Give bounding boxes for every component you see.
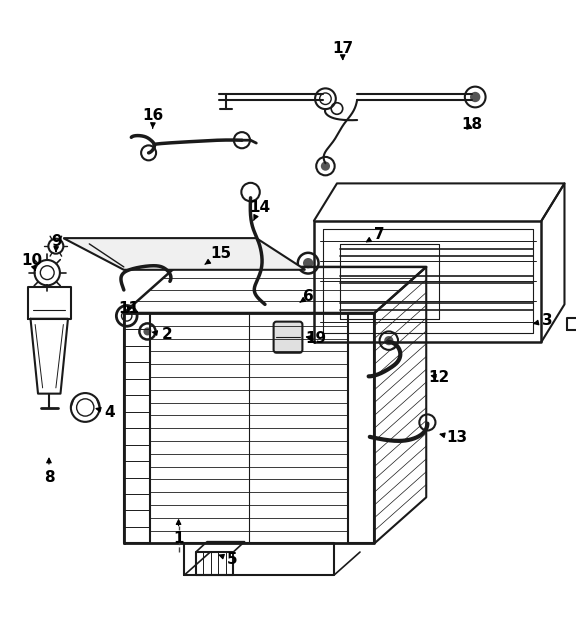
- Text: 13: 13: [440, 431, 467, 446]
- Circle shape: [470, 92, 480, 102]
- Circle shape: [321, 162, 330, 171]
- Text: 14: 14: [249, 200, 270, 220]
- Text: 5: 5: [219, 552, 237, 567]
- Text: 1: 1: [173, 520, 184, 546]
- Text: 4: 4: [96, 404, 115, 419]
- Polygon shape: [63, 238, 305, 270]
- Text: 19: 19: [305, 331, 326, 346]
- FancyBboxPatch shape: [274, 322, 302, 352]
- Text: 16: 16: [143, 108, 164, 128]
- Text: 18: 18: [462, 117, 483, 132]
- Text: 6: 6: [300, 289, 313, 304]
- Text: 17: 17: [332, 41, 353, 59]
- Circle shape: [303, 258, 313, 269]
- Text: 11: 11: [119, 301, 139, 316]
- Text: 10: 10: [21, 252, 42, 270]
- Text: 12: 12: [429, 370, 449, 385]
- Text: 2: 2: [153, 327, 172, 342]
- Circle shape: [384, 336, 393, 346]
- Text: 7: 7: [366, 227, 385, 242]
- Text: 8: 8: [44, 458, 54, 485]
- Text: 3: 3: [534, 313, 552, 328]
- Circle shape: [143, 327, 151, 336]
- Text: 15: 15: [205, 246, 231, 264]
- Text: 9: 9: [51, 233, 62, 252]
